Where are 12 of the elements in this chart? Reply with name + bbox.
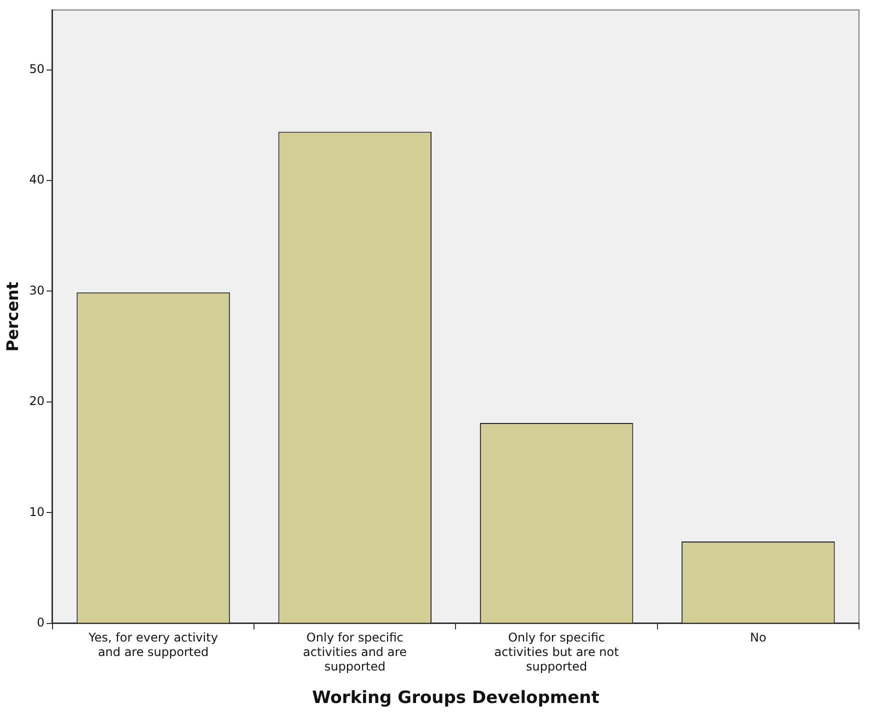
y-axis-title: Percent <box>2 281 22 352</box>
y-tick-label: 50 <box>29 62 44 76</box>
x-tick-label: Only for specific activities and are supported <box>303 630 407 674</box>
y-tick-label: 20 <box>29 394 44 408</box>
x-tick-label: Only for specific activities but are not supported <box>494 630 620 674</box>
x-axis-title: Working Groups Development <box>312 688 600 708</box>
y-tick-label: 10 <box>29 504 44 519</box>
y-tick-label: 40 <box>29 172 44 187</box>
x-tick-label: No <box>750 630 766 645</box>
x-tick-label: Yes, for every activity and are supported <box>88 630 218 660</box>
y-tick-label: 0 <box>36 616 44 630</box>
y-tick-label: 30 <box>29 283 44 298</box>
